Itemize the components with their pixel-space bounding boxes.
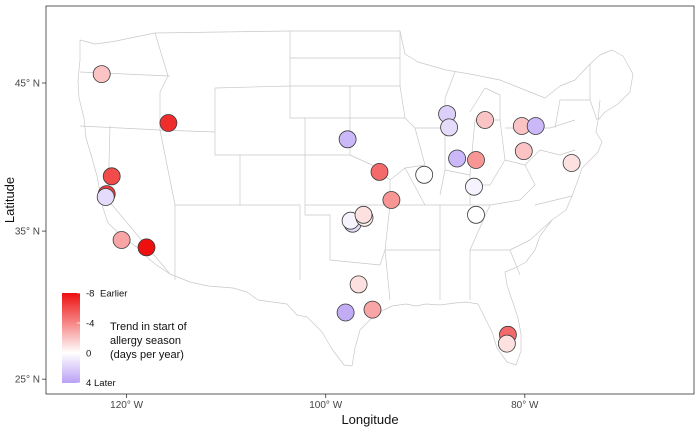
legend-tick-label-4: 4 xyxy=(86,378,91,389)
y-tick-label-1: 45° N xyxy=(15,79,40,90)
station-point-21 xyxy=(448,149,467,168)
station-point-24 xyxy=(465,177,483,196)
y-axis: 45° N 35° N 25° N xyxy=(15,79,46,386)
y-tick-label-3: 25° N xyxy=(15,375,40,386)
y-axis-title: Latitude xyxy=(2,177,17,223)
legend-tick-label-3: 0 xyxy=(86,349,91,360)
y-tick-label-2: 35° N xyxy=(15,227,40,238)
station-point-5 xyxy=(96,188,115,206)
legend-ticks: -8 Earlier -4 0 4 Later xyxy=(77,289,127,389)
color-legend: -8 Earlier -4 0 4 Later Trend in start of all… xyxy=(62,289,188,389)
station-point-20 xyxy=(440,118,459,137)
station-point-23 xyxy=(476,111,494,129)
legend-tick-label-2: -4 xyxy=(86,319,94,330)
x-tick-label-1: 120° W xyxy=(110,400,143,411)
station-point-1 xyxy=(92,65,111,83)
legend-title-line-3: (days per year) xyxy=(110,349,184,361)
station-point-2 xyxy=(159,114,178,132)
station-point-14 xyxy=(354,205,373,224)
legend-annotation-4: Later xyxy=(94,378,116,389)
station-point-22 xyxy=(467,151,485,169)
station-point-18 xyxy=(415,165,434,184)
x-axis: 120° W 100° W 80° W xyxy=(110,394,539,411)
station-point-25 xyxy=(467,205,485,224)
x-tick-label-3: 80° W xyxy=(511,400,539,411)
station-point-27 xyxy=(514,142,533,161)
station-point-31 xyxy=(497,334,516,353)
station-point-15 xyxy=(349,275,368,294)
state-boundaries xyxy=(77,30,634,367)
station-point-10 xyxy=(382,191,401,209)
station-point-16 xyxy=(336,303,355,322)
legend-annotation-1: Earlier xyxy=(100,289,127,300)
plot-panel xyxy=(45,5,695,395)
x-axis-title: Longitude xyxy=(341,412,398,427)
station-point-3 xyxy=(102,167,121,186)
legend-title-line-1: Trend in start of xyxy=(110,321,188,333)
station-point-9 xyxy=(370,162,389,181)
station-point-17 xyxy=(363,300,382,319)
x-tick-label-2: 100° W xyxy=(309,400,342,411)
legend-colorbar xyxy=(62,293,80,383)
station-point-7 xyxy=(137,238,156,257)
station-point-8 xyxy=(338,130,357,149)
station-points xyxy=(92,65,581,353)
state-lines xyxy=(79,31,601,301)
legend-tick-label-1: -8 xyxy=(86,289,94,300)
station-point-6 xyxy=(112,231,131,249)
station-point-29 xyxy=(562,154,581,172)
legend-title-line-2: allergy season xyxy=(110,335,181,347)
us-outline xyxy=(77,30,634,367)
station-point-28 xyxy=(526,117,545,135)
